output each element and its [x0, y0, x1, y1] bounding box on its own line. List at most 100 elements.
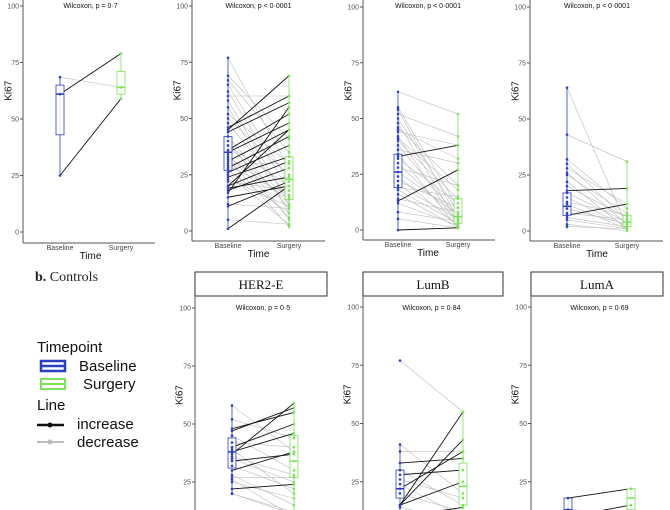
baseline-point: [230, 457, 234, 461]
baseline-point: [396, 166, 400, 169]
baseline-point: [565, 133, 569, 136]
increase-line: [397, 227, 459, 231]
baseline-point: [230, 478, 234, 481]
baseline-point: [226, 112, 230, 116]
increase-line: [227, 181, 290, 207]
increase-line: [399, 481, 464, 506]
baseline-point: [226, 155, 230, 159]
surgery-point: [461, 450, 465, 453]
baseline-point: [398, 503, 402, 507]
y-axis-label: Ki67: [343, 384, 354, 404]
y-axis-label: Ki67: [173, 80, 184, 100]
y-tick-label: 100: [7, 4, 19, 11]
surgery-point: [461, 468, 465, 472]
surgery-point: [629, 487, 633, 491]
decrease-line: [566, 226, 628, 230]
baseline-point: [565, 200, 569, 204]
surgery-point: [461, 457, 465, 460]
decrease-line: [397, 91, 459, 115]
surgery-point: [287, 225, 291, 228]
surgery-point: [287, 155, 291, 159]
decrease-line: [227, 91, 290, 191]
surgery-point: [625, 214, 629, 217]
surgery-point: [456, 217, 460, 221]
surgery-point: [292, 401, 296, 405]
decrease-line: [397, 180, 459, 208]
surgery-point: [461, 496, 465, 500]
surgery-point: [456, 201, 460, 205]
decrease-line: [566, 212, 628, 221]
increase-line: [227, 167, 290, 191]
decrease-line: [397, 138, 459, 191]
baseline-point: [565, 225, 569, 228]
surgery-point: [625, 229, 629, 233]
y-tick-label: 75: [11, 60, 19, 67]
x-axis-label: Time: [417, 248, 439, 259]
baseline-point: [565, 202, 569, 206]
baseline-point: [398, 461, 402, 465]
baseline-point: [226, 195, 230, 199]
surgery-point: [625, 216, 629, 219]
baseline-point: [398, 450, 402, 453]
x-axis-label: Time: [248, 249, 270, 260]
surgery-point: [287, 166, 291, 170]
surgery-point: [287, 180, 291, 183]
baseline-point: [565, 158, 569, 161]
surgery-point: [292, 406, 296, 410]
surgery-point: [625, 218, 629, 222]
baseline-point: [396, 161, 400, 165]
test-annotation: Wilcoxon, p = 0·84: [402, 305, 460, 312]
surgery-box: [626, 488, 636, 510]
baseline-point: [565, 222, 569, 226]
baseline-point: [226, 173, 230, 177]
surgery-point: [625, 207, 629, 210]
surgery-point: [287, 112, 291, 116]
baseline-point: [230, 476, 234, 479]
baseline-point: [396, 186, 400, 189]
y-tick-label: 75: [518, 61, 526, 68]
y-axis-label: Ki67: [511, 81, 522, 101]
increase-line: [59, 53, 122, 95]
increase-line: [231, 451, 295, 471]
legend-surgery-label: Surgery: [83, 376, 136, 393]
baseline-point: [226, 94, 230, 98]
baseline-point: [230, 452, 234, 456]
baseline-point: [230, 459, 234, 463]
decrease-line: [227, 156, 290, 200]
baseline-point: [226, 153, 230, 156]
increase-line: [227, 156, 290, 178]
surgery-point: [456, 157, 460, 160]
decrease-line: [227, 158, 290, 227]
surgery-point: [287, 195, 291, 199]
surgery-point: [287, 144, 291, 147]
y-tick-label: 50: [183, 422, 191, 429]
decrease-line: [231, 493, 288, 510]
baseline-point: [226, 164, 230, 168]
surgery-box: [116, 71, 126, 95]
surgery-point: [292, 503, 296, 507]
surgery-point: [456, 197, 460, 201]
surgery-point: [625, 160, 629, 163]
increase-line: [227, 129, 290, 162]
increase-line: [399, 451, 464, 490]
surgery-point: [287, 202, 291, 206]
increase-line: [231, 423, 295, 448]
y-tick-label: 0: [522, 229, 526, 236]
increase-line: [399, 411, 464, 506]
baseline-point: [565, 166, 569, 170]
baseline-point: [230, 480, 234, 484]
surgery-point: [292, 473, 296, 477]
baseline-point: [226, 227, 230, 231]
baseline-point: [565, 162, 569, 166]
surgery-point: [119, 52, 123, 55]
decrease-line: [59, 76, 122, 88]
baseline-point: [396, 117, 400, 120]
surgery-point: [456, 226, 460, 230]
surgery-point: [287, 101, 291, 105]
surgery-point: [625, 227, 629, 231]
increase-line: [59, 98, 122, 176]
baseline-point: [226, 90, 230, 93]
y-tick-label: 50: [351, 421, 359, 428]
surgery-point: [287, 135, 291, 138]
panel-lumb: LumB 25 50 75 100 Ki67 Wilcoxon, p = 0·84: [343, 271, 504, 510]
